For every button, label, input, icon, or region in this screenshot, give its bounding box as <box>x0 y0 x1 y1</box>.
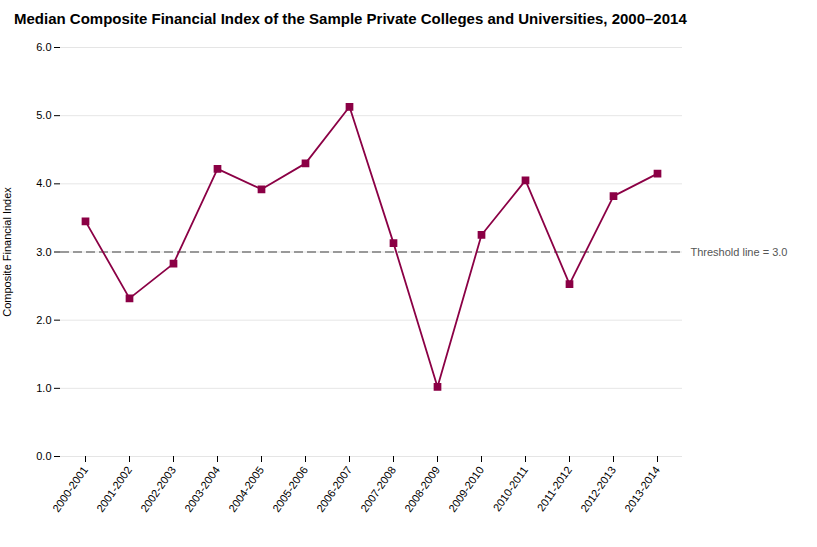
svg-text:2001-2002: 2001-2002 <box>94 464 134 514</box>
svg-text:2007-2008: 2007-2008 <box>358 464 398 514</box>
svg-text:5.0: 5.0 <box>36 109 51 121</box>
svg-text:2002-2003: 2002-2003 <box>138 464 178 514</box>
svg-text:Threshold line = 3.0: Threshold line = 3.0 <box>691 246 788 258</box>
svg-text:2010-2011: 2010-2011 <box>490 464 530 513</box>
html-text:Median Composite Financial Ind: Median Composite Financial Index of the … <box>14 10 687 27</box>
svg-text:Composite Financial Index: Composite Financial Index <box>1 187 13 317</box>
svg-text:4.0: 4.0 <box>36 177 51 189</box>
svg-text:1.0: 1.0 <box>36 382 51 394</box>
svg-text:2013-2014: 2013-2014 <box>622 464 662 514</box>
svg-text:2009-2010: 2009-2010 <box>446 464 486 514</box>
svg-text:2005-2006: 2005-2006 <box>270 464 310 514</box>
svg-text:2003-2004: 2003-2004 <box>182 464 222 514</box>
svg-text:3.0: 3.0 <box>36 246 51 258</box>
svg-text:6.0: 6.0 <box>36 41 51 53</box>
svg-text:2.0: 2.0 <box>36 314 51 326</box>
svg-text:2000-2001: 2000-2001 <box>50 464 90 514</box>
svg-text:2004-2005: 2004-2005 <box>226 464 266 514</box>
svg-text:2012-2013: 2012-2013 <box>578 464 618 514</box>
svg-text:0.0: 0.0 <box>36 450 51 462</box>
svg-text:2008-2009: 2008-2009 <box>402 464 442 514</box>
svg-text:2011-2012: 2011-2012 <box>534 464 574 513</box>
svg-text:2006-2007: 2006-2007 <box>314 464 354 514</box>
